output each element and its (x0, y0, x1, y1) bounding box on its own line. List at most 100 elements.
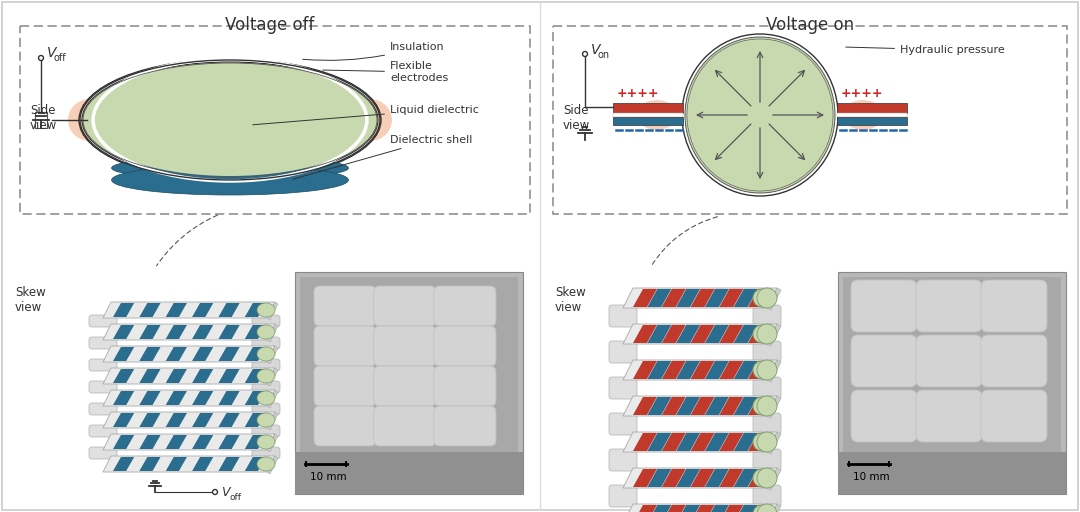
Text: Dielectric shell: Dielectric shell (293, 135, 472, 179)
Polygon shape (218, 391, 240, 405)
Polygon shape (690, 289, 715, 307)
Polygon shape (647, 361, 672, 379)
Text: ++++: ++++ (617, 87, 660, 100)
Ellipse shape (111, 165, 349, 195)
Polygon shape (733, 325, 757, 343)
Polygon shape (192, 303, 213, 317)
Polygon shape (705, 397, 729, 415)
Polygon shape (192, 347, 213, 361)
Polygon shape (103, 346, 275, 362)
Polygon shape (113, 435, 134, 449)
FancyBboxPatch shape (609, 485, 637, 507)
Polygon shape (719, 325, 743, 343)
Text: on: on (598, 50, 610, 60)
Polygon shape (767, 504, 781, 512)
Polygon shape (676, 397, 700, 415)
Circle shape (757, 324, 777, 344)
Bar (888, 461, 890, 467)
FancyBboxPatch shape (916, 280, 982, 332)
Polygon shape (267, 434, 278, 452)
Polygon shape (767, 468, 781, 490)
Polygon shape (623, 396, 777, 416)
Text: off: off (229, 493, 241, 501)
Polygon shape (690, 469, 715, 487)
Ellipse shape (257, 303, 275, 317)
FancyBboxPatch shape (981, 390, 1047, 442)
Polygon shape (165, 347, 187, 361)
Bar (843, 277, 1061, 454)
Bar (345, 461, 347, 467)
Ellipse shape (843, 100, 883, 130)
Circle shape (757, 504, 777, 512)
FancyBboxPatch shape (609, 449, 637, 471)
Polygon shape (748, 505, 772, 512)
Polygon shape (733, 397, 757, 415)
FancyBboxPatch shape (981, 335, 1047, 387)
Polygon shape (623, 468, 777, 488)
Polygon shape (647, 469, 672, 487)
Bar (305, 461, 307, 467)
Bar (553, 26, 1067, 214)
Polygon shape (623, 324, 777, 344)
Polygon shape (623, 432, 777, 452)
Bar (838, 272, 1066, 494)
Polygon shape (103, 434, 275, 450)
Polygon shape (767, 396, 781, 418)
Polygon shape (748, 397, 772, 415)
FancyBboxPatch shape (89, 337, 117, 349)
FancyBboxPatch shape (252, 381, 280, 393)
FancyBboxPatch shape (434, 286, 496, 326)
FancyBboxPatch shape (851, 280, 917, 332)
Ellipse shape (257, 369, 275, 383)
FancyBboxPatch shape (753, 485, 781, 507)
Polygon shape (139, 303, 161, 317)
Polygon shape (218, 413, 240, 427)
FancyBboxPatch shape (89, 447, 117, 459)
Polygon shape (267, 390, 278, 408)
Bar (613, 113, 683, 117)
Ellipse shape (257, 325, 275, 339)
FancyBboxPatch shape (314, 286, 376, 326)
Polygon shape (267, 324, 278, 342)
Bar (613, 117, 683, 125)
Polygon shape (676, 433, 700, 451)
FancyBboxPatch shape (374, 326, 436, 366)
Polygon shape (218, 369, 240, 383)
Polygon shape (690, 397, 715, 415)
Polygon shape (139, 435, 161, 449)
FancyBboxPatch shape (609, 305, 637, 327)
Polygon shape (662, 361, 686, 379)
Polygon shape (733, 469, 757, 487)
Polygon shape (103, 456, 275, 472)
FancyBboxPatch shape (252, 337, 280, 349)
Polygon shape (245, 325, 266, 339)
FancyBboxPatch shape (434, 406, 496, 446)
Polygon shape (767, 432, 781, 454)
Polygon shape (705, 433, 729, 451)
Text: Voltage off: Voltage off (226, 16, 314, 34)
Polygon shape (103, 390, 275, 406)
Polygon shape (245, 457, 266, 471)
FancyBboxPatch shape (753, 449, 781, 471)
Polygon shape (192, 391, 213, 405)
Polygon shape (662, 469, 686, 487)
Polygon shape (113, 303, 134, 317)
Text: $V$: $V$ (221, 485, 232, 499)
Polygon shape (690, 325, 715, 343)
Polygon shape (633, 433, 657, 451)
Polygon shape (633, 397, 657, 415)
Text: $V$: $V$ (46, 46, 58, 60)
Circle shape (213, 489, 217, 495)
Polygon shape (165, 303, 187, 317)
Polygon shape (748, 469, 772, 487)
Polygon shape (113, 413, 134, 427)
Polygon shape (662, 505, 686, 512)
FancyBboxPatch shape (916, 335, 982, 387)
Ellipse shape (111, 120, 349, 144)
FancyBboxPatch shape (252, 315, 280, 327)
Bar (295, 452, 523, 494)
Polygon shape (676, 505, 700, 512)
Polygon shape (113, 369, 134, 383)
Polygon shape (662, 325, 686, 343)
FancyBboxPatch shape (89, 315, 117, 327)
